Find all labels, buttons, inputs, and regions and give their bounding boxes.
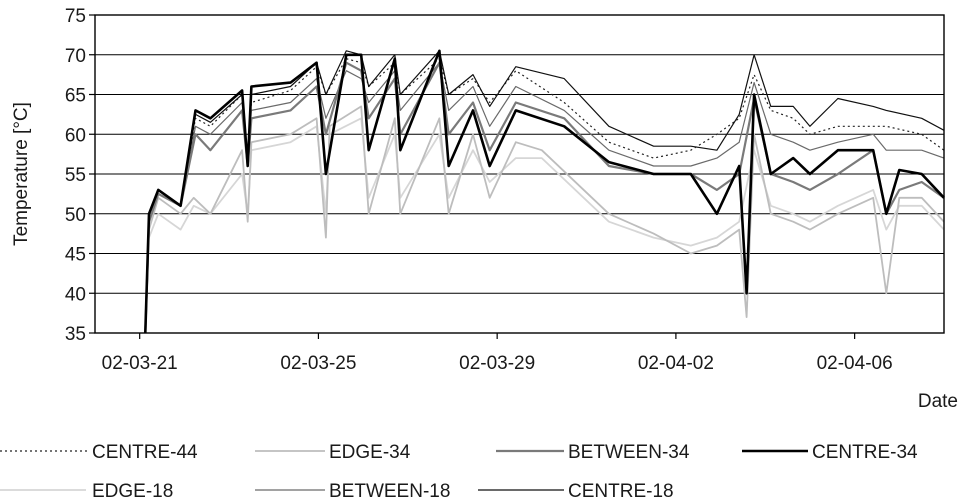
series-line-between-34: [144, 61, 945, 334]
series-line-edge-34: [144, 105, 945, 334]
legend: CENTRE-44 EDGE-34 BETWEEN-34 CENTRE-34 EDGE-…: [0, 442, 918, 502]
legend-label: BETWEEN-34: [568, 442, 690, 463]
legend-label: BETWEEN-18: [329, 481, 450, 502]
series-line-centre-44: [144, 58, 945, 334]
y-axis-title: Temperature [°C]: [11, 102, 32, 246]
x-tick-label: 02-03-25: [280, 353, 356, 374]
series-line-centre-34: [144, 49, 945, 334]
y-tick-label: 65: [65, 86, 86, 107]
y-tick-label: 75: [65, 6, 86, 27]
legend-label: CENTRE-34: [812, 442, 918, 463]
series-line-edge-18: [144, 117, 945, 334]
y-axis-ticks: 35 40 45 50 55 60 65 70 75: [65, 6, 95, 345]
y-tick-label: 45: [65, 245, 86, 266]
y-tick-label: 60: [65, 125, 86, 146]
legend-label: CENTRE-44: [92, 442, 198, 463]
legend-label: EDGE-34: [329, 442, 411, 463]
y-tick-label: 70: [65, 46, 86, 67]
x-tick-label: 02-04-02: [638, 353, 714, 374]
y-tick-label: 35: [65, 324, 86, 345]
series-line-centre-18: [144, 50, 945, 334]
series-lines: [144, 49, 945, 334]
legend-label: EDGE-18: [92, 481, 173, 502]
x-axis-title: Date: [918, 391, 958, 412]
y-tick-label: 40: [65, 284, 86, 305]
series-line-between-18: [144, 62, 945, 334]
x-tick-label: 02-03-21: [102, 353, 178, 374]
legend-label: CENTRE-18: [568, 481, 674, 502]
horizontal-gridlines: [95, 14, 944, 334]
x-axis-ticks: 02-03-21 02-03-25 02-03-29 02-04-02 02-04-06: [102, 333, 893, 374]
y-tick-label: 50: [65, 205, 86, 226]
y-tick-label: 55: [65, 165, 86, 186]
x-tick-label: 02-03-29: [459, 353, 535, 374]
x-tick-label: 02-04-06: [817, 353, 893, 374]
